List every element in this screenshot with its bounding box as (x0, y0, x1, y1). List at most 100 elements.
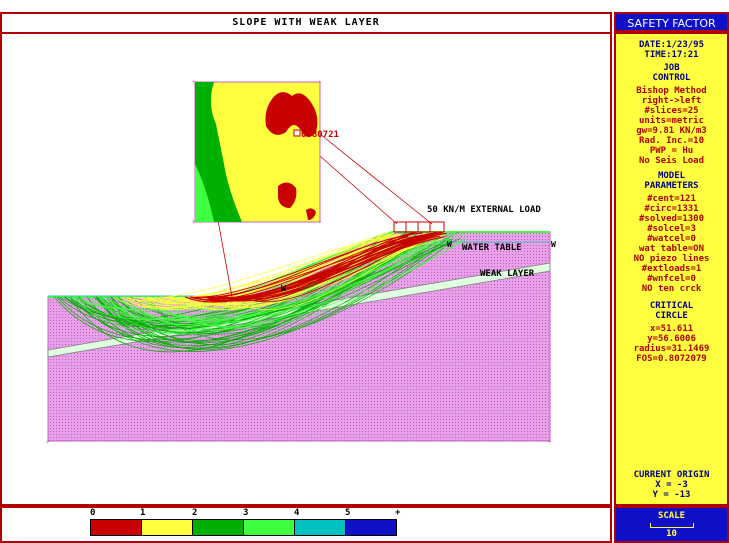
model-parameters-heading-1: MODEL (657, 171, 686, 181)
slip-circle-arc (96, 236, 442, 349)
soil-body (47, 231, 551, 442)
model-parameter-line: #extloads=1 (641, 264, 702, 274)
contour-red-zone-top (265, 92, 318, 137)
plot-frame: SLOPE WITH WEAK LAYER 50 KN/M EXTERNAL L… (0, 12, 612, 506)
job-control-heading-1: JOB (663, 63, 680, 73)
external-load-boxes (393, 221, 445, 233)
scale-bar (650, 523, 694, 528)
model-parameter-line: #circ=1331 (644, 204, 699, 214)
svg-text:+: + (548, 439, 552, 446)
legend-label-4: 4 (294, 508, 300, 518)
slip-circle-arc (243, 235, 432, 303)
job-control-line: Rad. Inc.=10 (638, 136, 705, 146)
model-parameters-section: MODEL PARAMETERS #cent=121 #circ=1331 #s… (616, 171, 727, 294)
legend-label-5: 5 (345, 508, 351, 518)
model-parameter-line: #cent=121 (647, 194, 696, 204)
legend-swatch-4-5 (294, 519, 346, 536)
slip-circle-arc (223, 236, 431, 298)
legend-swatch-3-4 (243, 519, 295, 536)
svg-text:+: + (318, 219, 322, 226)
slip-circle-arc (158, 237, 468, 329)
job-control-line: right->left (641, 96, 702, 106)
slip-circle-arc (105, 243, 449, 324)
legend-label-3: 3 (243, 508, 249, 518)
job-control-line: gw=9.81 KN/m3 (636, 126, 707, 136)
legend-label-0: 0 (90, 508, 96, 518)
current-origin-x: X = -3 (655, 480, 688, 490)
legend-swatch-2-3 (192, 519, 244, 536)
svg-text:+: + (46, 439, 50, 446)
slip-circle-arc (117, 238, 442, 322)
slip-circle-arc (116, 233, 456, 326)
model-parameter-line: #watcel=0 (647, 234, 696, 244)
job-control-line: No Seis Load (638, 156, 705, 166)
contour-green-zone (195, 82, 242, 222)
contour-red-zone-small (306, 208, 316, 220)
slip-circle-arc (142, 233, 446, 320)
slip-circle-arc (142, 232, 389, 303)
svg-text:+: + (318, 79, 322, 86)
plot-title: SLOPE WITH WEAK LAYER (2, 14, 610, 34)
critical-circle-line: y=56.6006 (647, 334, 696, 344)
critical-circle-line: FOS=0.8072079 (636, 354, 707, 364)
water-table-label: WATER TABLE (462, 243, 522, 253)
model-parameter-line: #solved=1300 (638, 214, 705, 224)
slope-plot[interactable]: 50 KN/M EXTERNAL LOAD WATER TABLE WEAK L… (2, 14, 610, 504)
legend-label-2: 2 (192, 508, 198, 518)
weak-layer-label: WEAK LAYER (480, 269, 535, 279)
job-control-line: units=metric (638, 116, 705, 126)
slip-circle-arc (75, 238, 453, 327)
water-marker-right: W (551, 240, 556, 249)
scale-label: SCALE (657, 511, 686, 521)
slip-circles-red (184, 231, 447, 303)
model-parameter-line: #wnfcel=0 (647, 274, 696, 284)
legend-label-plus: + (395, 508, 401, 518)
critical-circle-heading-1: CRITICAL (649, 301, 694, 311)
current-origin-heading: CURRENT ORIGIN (633, 470, 710, 480)
model-parameter-line: NO ten crck (641, 284, 702, 294)
contour-red-zone-bottom (278, 182, 297, 208)
critical-circle-heading-2: CIRCLE (655, 311, 688, 321)
slip-circle-arc (151, 235, 445, 327)
time-text: TIME:17:21 (644, 50, 699, 60)
critical-circle-line: x=51.611 (649, 324, 694, 334)
legend-label-1: 1 (140, 508, 146, 518)
scale-value: 10 (666, 529, 677, 539)
model-parameter-line: #solcel=3 (647, 224, 696, 234)
legend-swatch-5-plus (345, 519, 397, 536)
svg-text:+: + (192, 79, 196, 86)
critical-circle-line: radius=31.1469 (633, 344, 710, 354)
model-parameters-heading-2: PARAMETERS (644, 181, 699, 191)
legend-swatch-1-2 (141, 519, 193, 536)
external-load-label: 50 KN/M EXTERNAL LOAD (427, 205, 541, 215)
panel-title: SAFETY FACTOR (614, 12, 729, 32)
fos-marker-label: 0.80721 (301, 130, 339, 140)
fos-contour-inset[interactable]: 0.80721 (194, 81, 339, 223)
critical-circle-section: CRITICAL CIRCLE x=51.611 y=56.6006 radiu… (616, 301, 727, 364)
legend-frame: 0 1 2 3 4 5 + (0, 506, 612, 543)
svg-text:+: + (192, 219, 196, 226)
contour-light-green-zone (195, 164, 214, 222)
water-marker-left: W (281, 284, 286, 293)
slip-circle-arc (132, 234, 401, 299)
critical-center-marker (293, 129, 301, 137)
scale-box[interactable]: SCALE 10 (614, 506, 729, 543)
info-panel: DATE:1/23/95 TIME:17:21 JOB CONTROL Bish… (614, 32, 729, 506)
slip-circle-arc (56, 241, 416, 341)
slip-circle-arc (231, 239, 424, 310)
job-control-line: PWP = Hu (649, 146, 694, 156)
plot-extent-markers: + + + + + + (46, 79, 552, 446)
legend-swatch-0-1 (90, 519, 142, 536)
slip-circle-arc (196, 232, 443, 298)
slip-circle-arc (213, 233, 436, 299)
slip-circle-arc (63, 245, 418, 326)
date-text: DATE:1/23/95 (638, 40, 705, 50)
slip-circle-arc (200, 235, 408, 299)
job-control-heading-2: CONTROL (652, 73, 691, 83)
slip-circle-arc (78, 243, 444, 352)
slip-circle-arc (192, 232, 437, 302)
model-parameter-line: NO piezo lines (633, 254, 710, 264)
job-control-line: #slices=25 (644, 106, 699, 116)
job-control-line: Bishop Method (636, 86, 707, 96)
current-origin-y: Y = -13 (652, 490, 691, 500)
